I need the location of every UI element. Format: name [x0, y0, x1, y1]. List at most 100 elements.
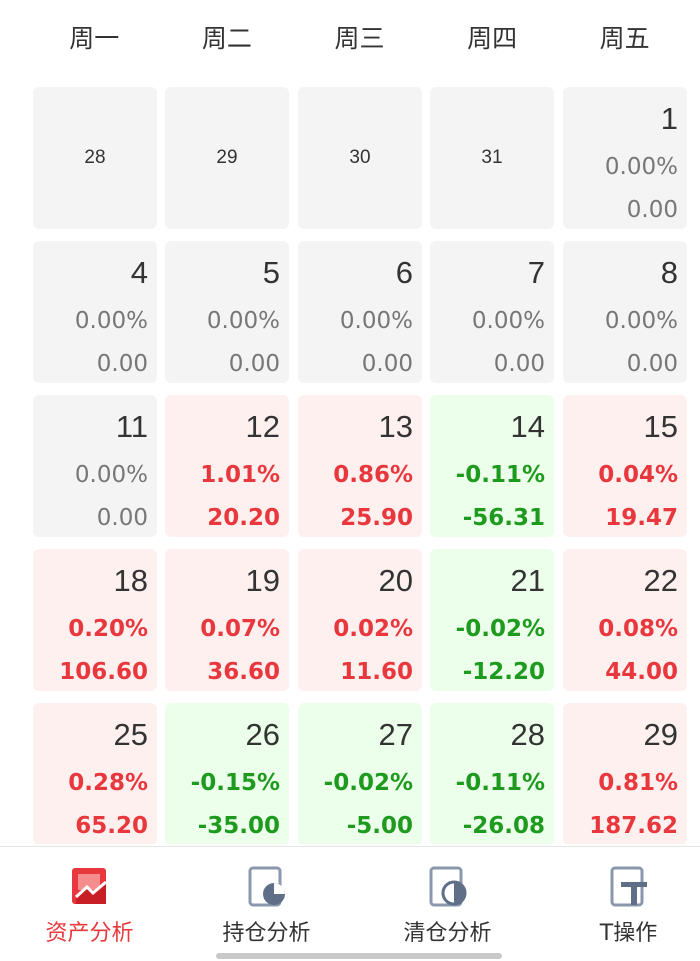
holding-analysis-icon [248, 866, 285, 907]
calendar-day-cell[interactable]: 5 0.00% 0.00 [165, 241, 289, 383]
daily-profit-amount: 20.20 [207, 505, 280, 531]
daily-return-percent: -0.02% [323, 770, 413, 796]
daily-profit-amount: -12.20 [462, 659, 545, 685]
day-number: 22 [643, 563, 678, 598]
day-number: 11 [115, 409, 148, 444]
calendar-day-cell[interactable]: 11 0.00% 0.00 [33, 395, 157, 537]
day-number: 1 [660, 101, 678, 136]
daily-return-percent: 0.81% [598, 770, 678, 796]
calendar-day-cell[interactable]: 21 -0.02% -12.20 [430, 549, 554, 691]
daily-profit-amount: 0.00 [228, 351, 280, 377]
calendar-day-cell[interactable]: 27 -0.02% -5.00 [298, 703, 422, 844]
daily-return-percent: 0.00% [339, 308, 413, 334]
calendar-day-cell[interactable]: 20 0.02% 11.60 [298, 549, 422, 691]
weekday-label: 周二 [201, 24, 252, 53]
calendar-day-cell[interactable]: 13 0.86% 25.90 [298, 395, 422, 537]
daily-return-percent: 0.28% [68, 770, 148, 796]
daily-return-percent: 0.08% [598, 616, 678, 642]
tab-label: T操作 [599, 921, 658, 946]
t-operation-icon [610, 866, 647, 907]
daily-return-percent: 0.00% [604, 154, 678, 180]
daily-return-percent: -0.02% [455, 616, 545, 642]
calendar-day-cell[interactable]: 26 -0.15% -35.00 [165, 703, 289, 844]
weekday-label: 周三 [334, 24, 385, 53]
daily-profit-amount: 0.00 [361, 351, 413, 377]
weekday-label: 周一 [69, 24, 120, 53]
daily-profit-amount: 0.00 [493, 351, 545, 377]
clearance-analysis-icon [429, 866, 467, 907]
calendar-day-cell[interactable]: 25 0.28% 65.20 [33, 703, 157, 844]
tab-t-operation[interactable]: T操作 [541, 847, 700, 961]
daily-return-percent: 1.01% [200, 462, 280, 488]
daily-profit-amount: 0.00 [96, 351, 148, 377]
tab-asset-analysis[interactable]: 资产分析 [2, 847, 177, 961]
daily-profit-amount: -56.31 [462, 505, 545, 531]
day-number: 28 [510, 717, 545, 752]
day-number: 20 [378, 563, 413, 598]
calendar-day-cell[interactable]: 29 [165, 87, 289, 229]
day-number: 29 [643, 717, 678, 752]
calendar-day-cell[interactable]: 22 0.08% 44.00 [563, 549, 687, 691]
daily-return-percent: 0.00% [471, 308, 545, 334]
daily-profit-amount: 0.00 [626, 351, 678, 377]
daily-profit-amount: -26.08 [462, 813, 545, 839]
calendar-day-cell[interactable]: 19 0.07% 36.60 [165, 549, 289, 691]
tab-clearance-analysis[interactable]: 清仓分析 [360, 847, 535, 961]
calendar-day-cell[interactable]: 29 0.81% 187.62 [563, 703, 687, 844]
calendar-day-cell[interactable]: 14 -0.11% -56.31 [430, 395, 554, 537]
daily-return-percent: -0.11% [455, 462, 545, 488]
daily-return-percent: 0.00% [604, 308, 678, 334]
calendar-day-cell[interactable]: 4 0.00% 0.00 [33, 241, 157, 383]
day-number: 26 [245, 717, 280, 752]
daily-profit-amount: 0.00 [626, 197, 678, 223]
day-number: 28 [84, 147, 106, 168]
daily-profit-amount: 25.90 [340, 505, 413, 531]
daily-profit-amount: -35.00 [197, 813, 280, 839]
day-number: 12 [245, 409, 280, 444]
day-number: 27 [378, 717, 413, 752]
tab-label: 持仓分析 [222, 921, 311, 946]
calendar-day-cell[interactable]: 30 [298, 87, 422, 229]
day-number: 15 [643, 409, 678, 444]
home-indicator [216, 953, 502, 959]
calendar-day-cell[interactable]: 12 1.01% 20.20 [165, 395, 289, 537]
weekday-label: 周四 [467, 24, 518, 53]
day-number: 31 [481, 147, 503, 168]
daily-return-percent: -0.15% [190, 770, 280, 796]
day-number: 14 [510, 409, 545, 444]
day-number: 4 [130, 255, 148, 290]
asset-analysis-icon [72, 868, 107, 904]
daily-profit-amount: 187.62 [589, 813, 678, 839]
daily-return-percent: 0.20% [68, 616, 148, 642]
daily-profit-amount: 11.60 [340, 659, 413, 685]
daily-profit-amount: 0.00 [96, 505, 148, 531]
daily-return-percent: 0.86% [333, 462, 413, 488]
day-number: 5 [262, 255, 280, 290]
day-number: 6 [395, 255, 413, 290]
calendar-day-cell[interactable]: 8 0.00% 0.00 [563, 241, 687, 383]
daily-profit-amount: -5.00 [346, 813, 413, 839]
calendar-day-cell[interactable]: 15 0.04% 19.47 [563, 395, 687, 537]
calendar-day-cell[interactable]: 28 [33, 87, 157, 229]
day-number: 8 [660, 255, 678, 290]
calendar-day-cell[interactable]: 1 0.00% 0.00 [563, 87, 687, 229]
calendar-day-cell[interactable]: 28 -0.11% -26.08 [430, 703, 554, 844]
daily-profit-amount: 65.20 [75, 813, 148, 839]
day-number: 29 [216, 147, 238, 168]
calendar-day-cell[interactable]: 31 [430, 87, 554, 229]
calendar-day-cell[interactable]: 6 0.00% 0.00 [298, 241, 422, 383]
tab-label: 资产分析 [45, 921, 134, 946]
calendar-day-cell[interactable]: 7 0.00% 0.00 [430, 241, 554, 383]
daily-profit-amount: 36.60 [207, 659, 280, 685]
day-number: 13 [378, 409, 413, 444]
calendar-day-cell[interactable]: 18 0.20% 106.60 [33, 549, 157, 691]
tab-holding-analysis[interactable]: 持仓分析 [179, 847, 354, 961]
daily-profit-amount: 19.47 [605, 505, 678, 531]
daily-return-percent: 0.04% [598, 462, 678, 488]
day-number: 7 [527, 255, 545, 290]
day-number: 21 [510, 563, 545, 598]
day-number: 30 [349, 147, 371, 168]
daily-profit-amount: 44.00 [605, 659, 678, 685]
daily-return-percent: -0.11% [455, 770, 545, 796]
day-number: 19 [245, 563, 280, 598]
